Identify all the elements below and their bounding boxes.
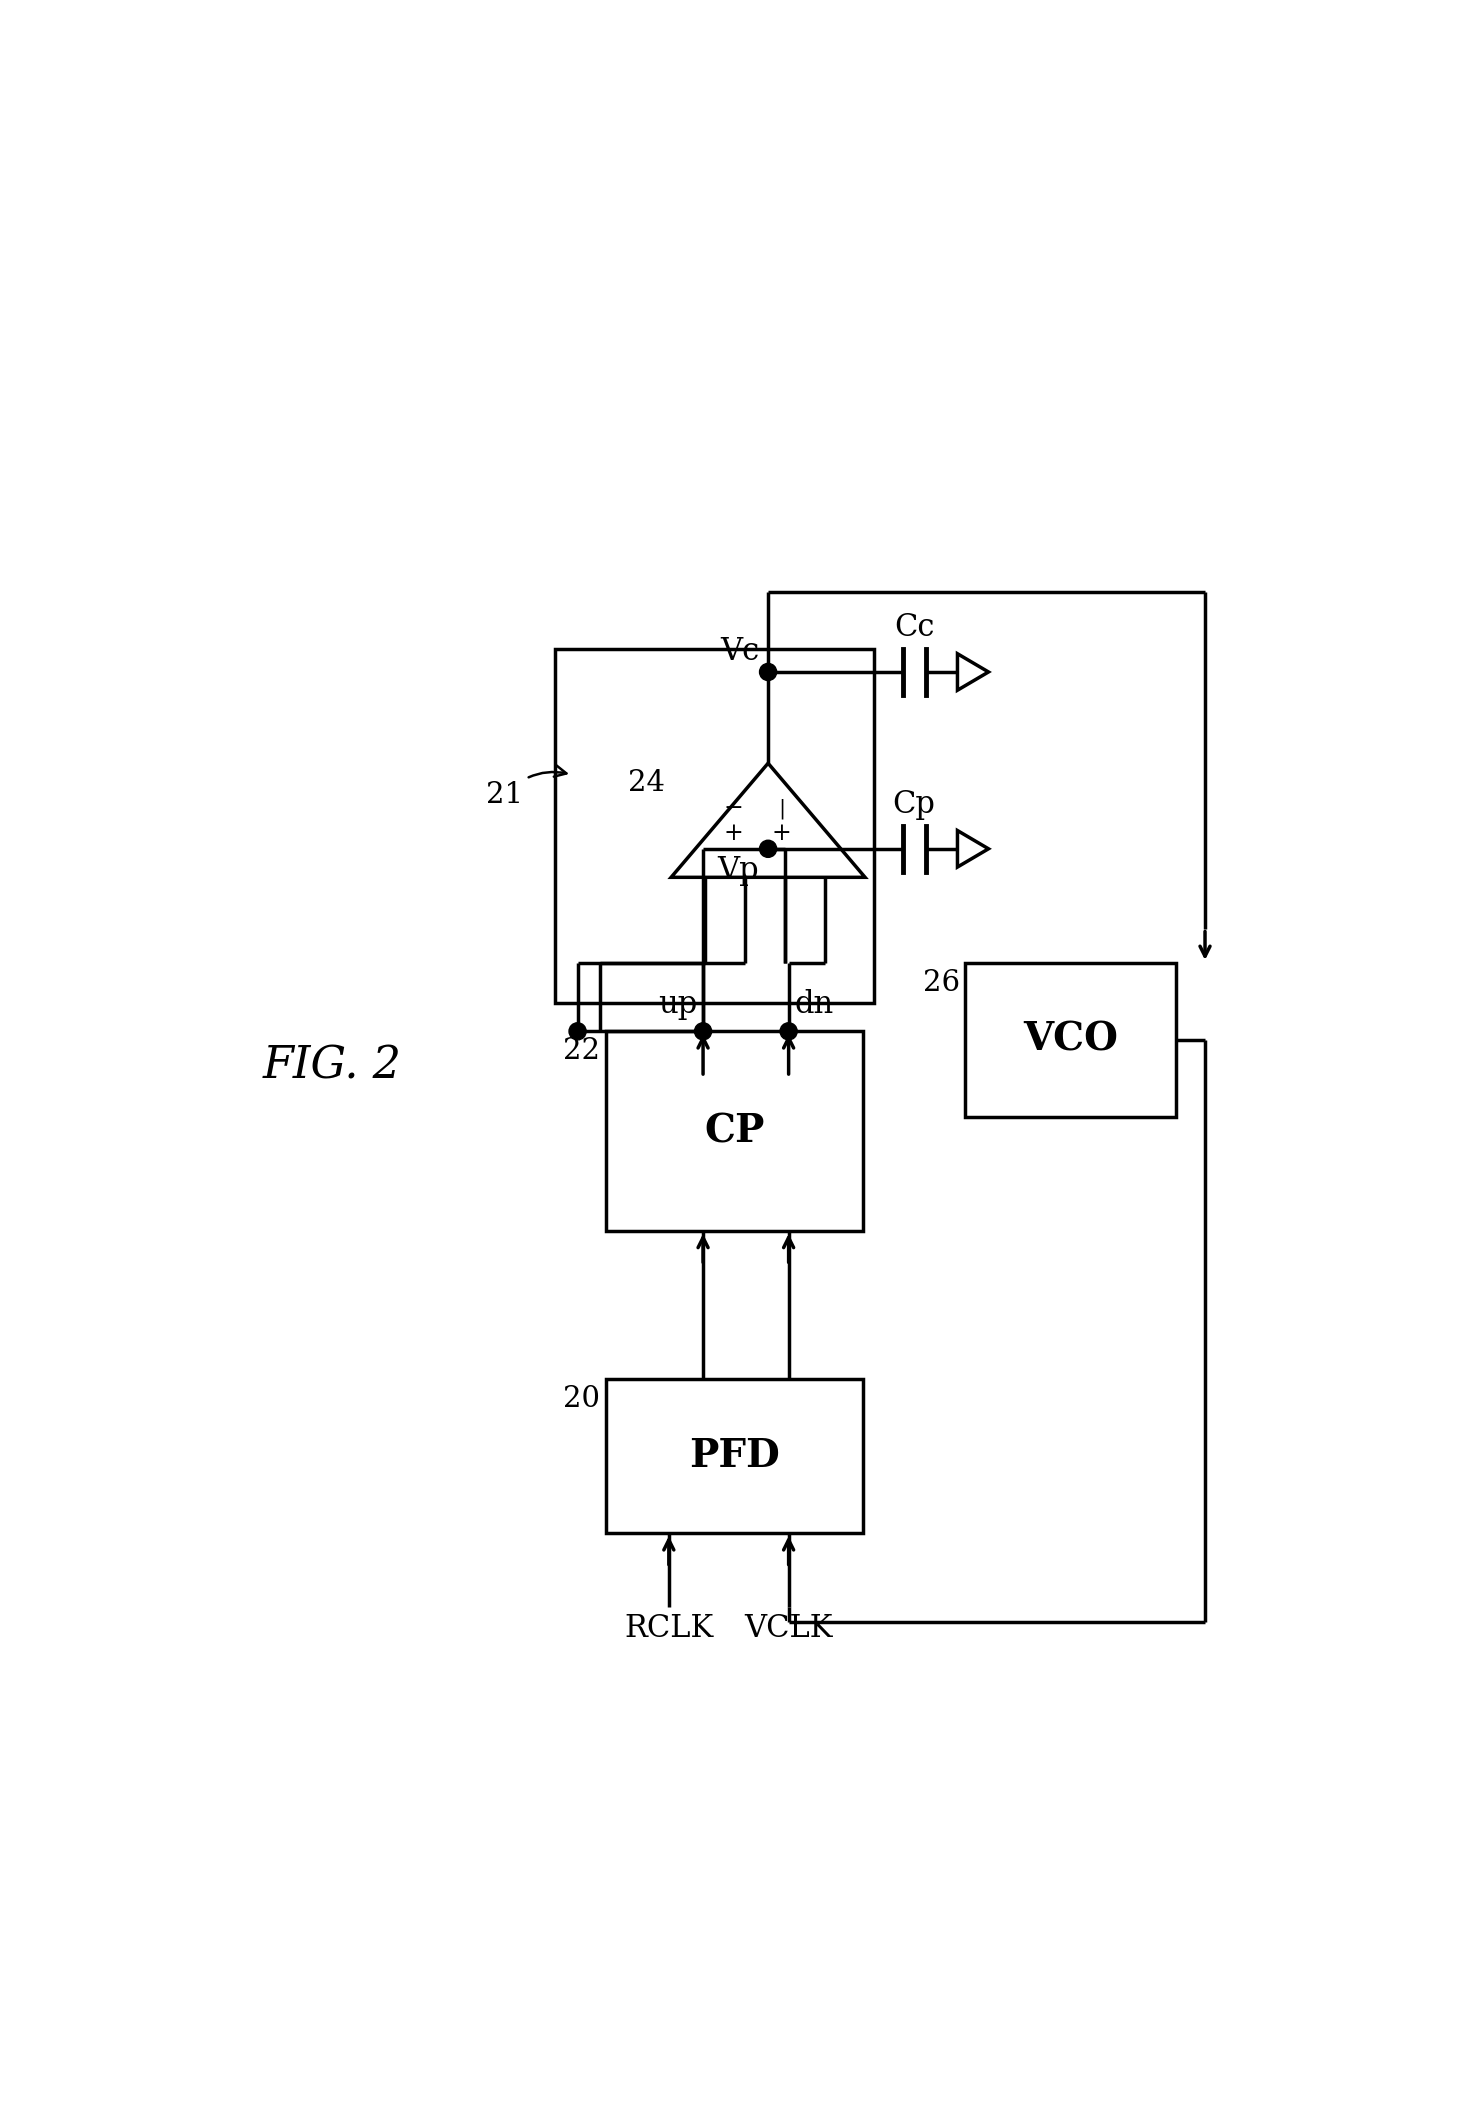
- Circle shape: [780, 1023, 798, 1040]
- Text: 21: 21: [486, 766, 567, 808]
- Bar: [966, 962, 1176, 1116]
- Circle shape: [570, 1023, 586, 1040]
- Text: |: |: [779, 798, 786, 819]
- Text: 22: 22: [564, 1036, 601, 1066]
- Text: Vp: Vp: [717, 855, 760, 886]
- Text: 24: 24: [629, 768, 665, 798]
- Text: Cc: Cc: [894, 612, 935, 644]
- Text: RCLK: RCLK: [624, 1614, 714, 1644]
- Text: +: +: [724, 823, 743, 846]
- Text: VCLK: VCLK: [745, 1614, 833, 1644]
- Bar: [606, 1380, 863, 1534]
- Text: 20: 20: [564, 1384, 601, 1414]
- Bar: [606, 1032, 863, 1230]
- Text: CP: CP: [704, 1112, 764, 1150]
- Text: +: +: [771, 823, 792, 846]
- Text: Cp: Cp: [892, 789, 936, 821]
- Text: VCO: VCO: [1023, 1021, 1119, 1059]
- Text: FIG. 2: FIG. 2: [263, 1044, 402, 1087]
- Text: PFD: PFD: [689, 1437, 780, 1475]
- Text: Vc: Vc: [720, 637, 760, 667]
- Text: 26: 26: [923, 968, 960, 996]
- Circle shape: [760, 663, 777, 682]
- Circle shape: [695, 1023, 711, 1040]
- Text: dn: dn: [795, 990, 833, 1019]
- Text: up: up: [658, 990, 698, 1019]
- Bar: [555, 650, 874, 1002]
- Text: −: −: [724, 798, 743, 821]
- Circle shape: [760, 840, 777, 857]
